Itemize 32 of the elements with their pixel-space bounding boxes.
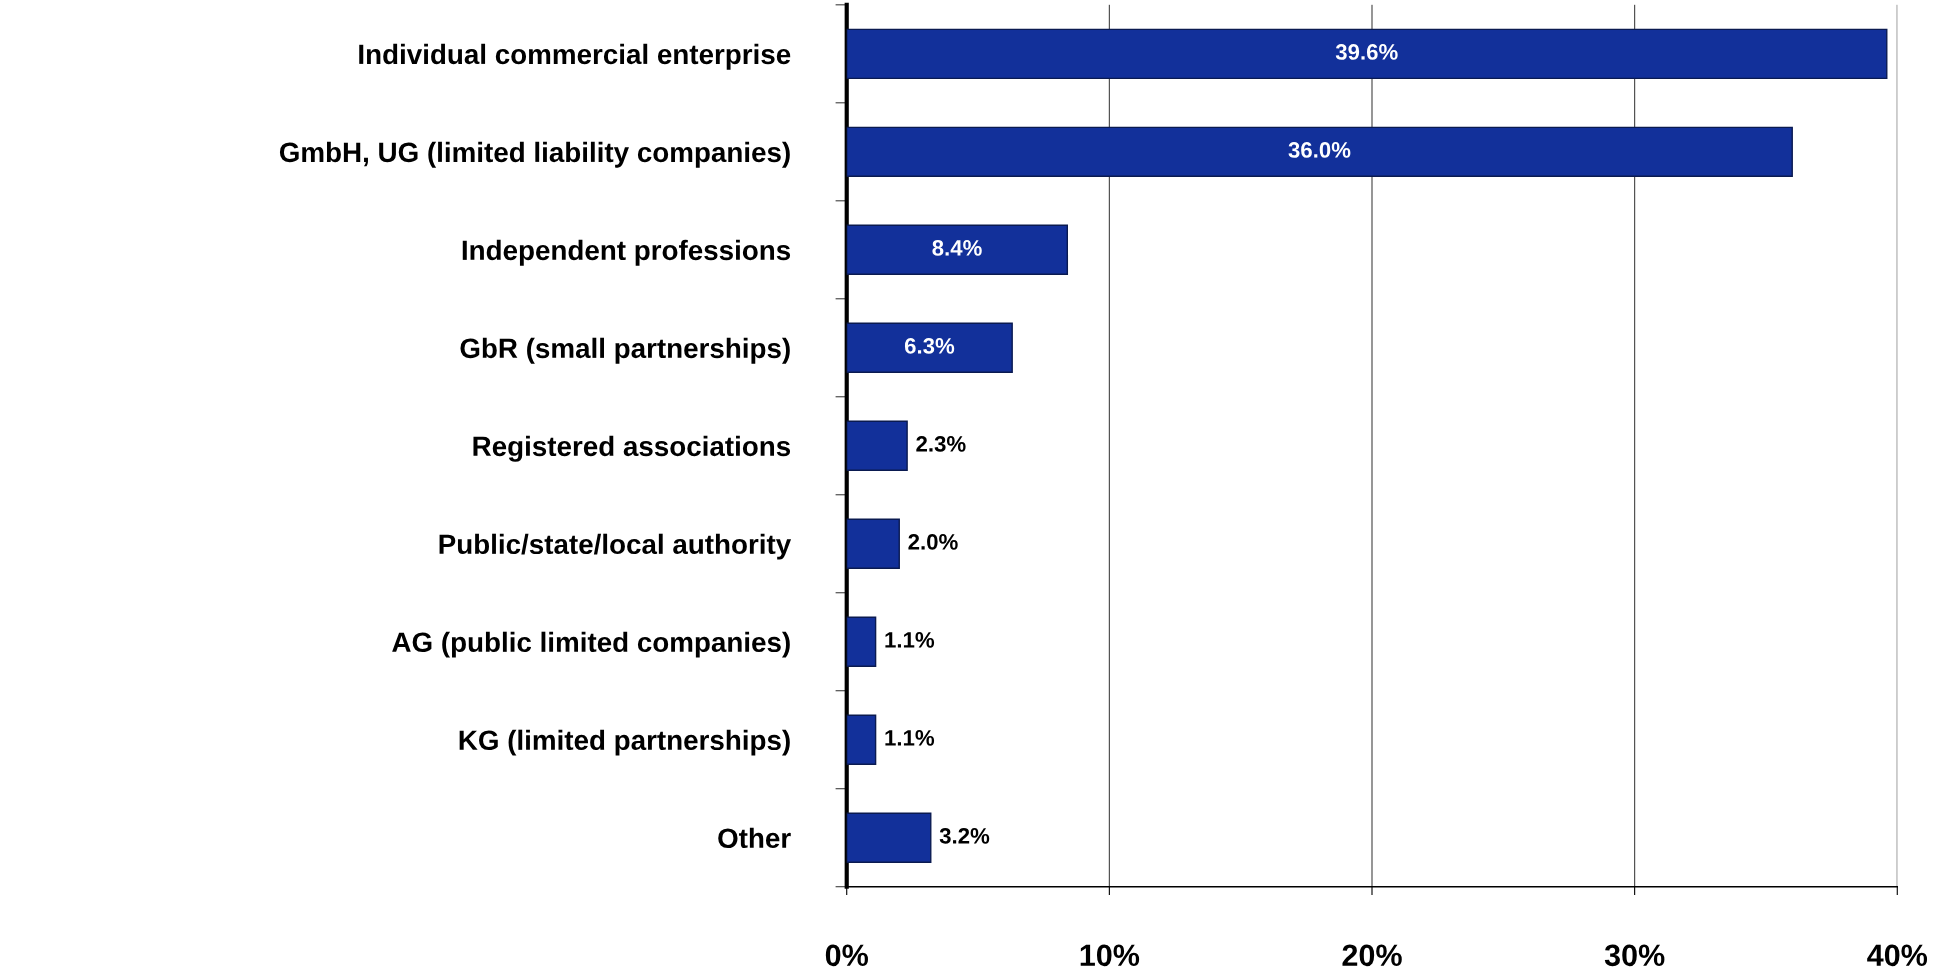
bar: [846, 420, 908, 471]
x-tick-label: 0%: [825, 944, 868, 967]
data-label: 36.0%: [1288, 142, 1351, 158]
y-tick-label: GbR (small partnerships): [460, 337, 790, 364]
data-label: 2.3%: [916, 436, 966, 452]
x-tick-label: 10%: [1080, 944, 1140, 967]
bar: [846, 812, 932, 863]
y-tick-label: Individual commercial enterprise: [359, 43, 791, 70]
bar: [846, 518, 900, 569]
data-label: 39.6%: [1335, 44, 1398, 60]
bar: [846, 28, 1888, 80]
y-tick-label: Independent professions: [462, 239, 791, 266]
bar: [846, 616, 877, 667]
y-tick-label: KG (limited partnerships): [459, 729, 790, 756]
data-label: 2.0%: [908, 534, 958, 550]
data-label: 1.1%: [885, 730, 935, 746]
x-tick-label: 30%: [1604, 944, 1665, 967]
bar: [846, 714, 877, 765]
bar: [846, 126, 1793, 178]
x-tick-label: 20%: [1342, 944, 1402, 967]
data-label: 1.1%: [885, 632, 935, 648]
data-label: 3.2%: [939, 827, 990, 844]
y-tick-label: AG (public limited companies): [392, 631, 790, 658]
bar: [846, 322, 1013, 373]
x-tick-label: 40%: [1867, 944, 1928, 967]
y-tick-label: Other: [718, 827, 791, 849]
bar: [846, 224, 1069, 276]
y-tick-label: Public/state/local authority: [439, 533, 792, 560]
data-label: 8.4%: [932, 240, 982, 256]
y-tick-label: GmbH, UG (limited liability companies): [279, 141, 790, 168]
data-label: 6.3%: [904, 338, 955, 354]
y-tick-label: Registered associations: [473, 435, 791, 462]
